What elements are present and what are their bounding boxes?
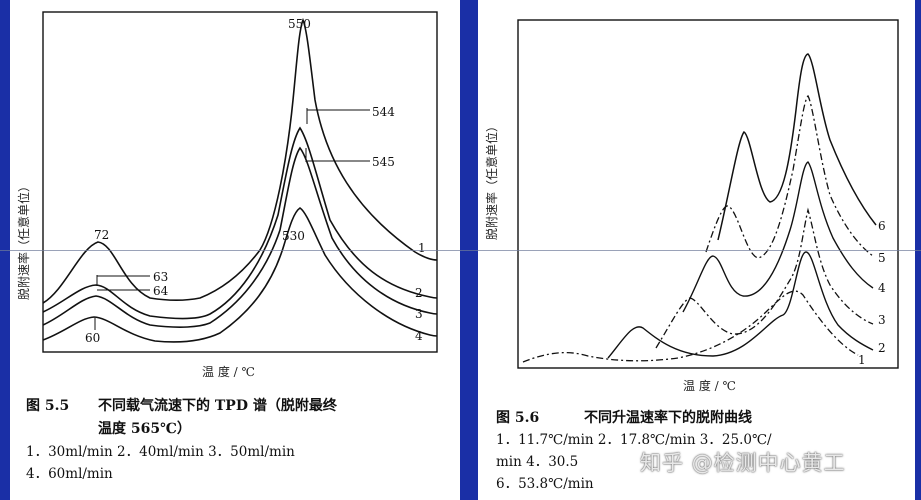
series-line-1 xyxy=(42,17,438,304)
x-axis-label: 温 度 / ℃ xyxy=(683,378,736,393)
series-line-4 xyxy=(682,161,874,313)
peak-label-60: 60 xyxy=(85,331,100,345)
curve-label-3: 3 xyxy=(878,313,886,327)
curve-label-4: 4 xyxy=(878,281,886,295)
curve-label-2: 2 xyxy=(415,286,423,300)
peak-label-63: 63 xyxy=(153,270,168,284)
legend-line3: 6．53.8℃/min xyxy=(496,476,594,492)
tpd-chart-5-5: 脱附速率（任意单位） 550 544 545 530 72 63 64 60 1… xyxy=(16,11,438,482)
curve-label-5: 5 xyxy=(878,251,886,265)
y-axis-label: 脱附速率（任意单位） xyxy=(16,180,31,300)
series-line-2 xyxy=(42,126,438,320)
peak-label-530: 530 xyxy=(282,229,305,243)
series-line-6 xyxy=(717,53,877,241)
series-line-2 xyxy=(607,251,874,359)
curve-label-6: 6 xyxy=(878,219,886,233)
curve-label-1: 1 xyxy=(858,353,866,367)
peak-label-64: 64 xyxy=(153,284,169,298)
figure-title-line2: 温度 565℃） xyxy=(98,420,191,437)
series-line-1 xyxy=(522,290,859,363)
figure-label: 图 5.6 xyxy=(496,410,539,426)
peak-label-550: 550 xyxy=(288,17,311,31)
legend-line2: min 4．30.5 xyxy=(496,454,578,470)
desorption-chart-5-6: 脱附速率（任意单位） 1 2 3 4 5 6 温 度 / ℃ 图 5.6 不同升… xyxy=(484,19,899,492)
legend-line2: 4．60ml/min xyxy=(26,466,113,482)
figure-title-line1: 不同载气流速下的 TPD 谱（脱附最终 xyxy=(98,397,338,414)
series-line-5 xyxy=(705,94,874,259)
plot-frame xyxy=(517,19,899,369)
peak-label-544: 544 xyxy=(372,105,395,119)
series-line-3 xyxy=(42,146,438,328)
plot-frame xyxy=(42,11,438,353)
figure-label: 图 5.5 xyxy=(26,398,69,414)
series-line-4 xyxy=(42,207,438,343)
watermark-text: 知乎 @检测中心黄工 xyxy=(640,451,846,475)
curve-label-2: 2 xyxy=(878,341,886,355)
curve-label-3: 3 xyxy=(415,307,423,321)
peak-label-545: 545 xyxy=(372,155,395,169)
horizontal-divider xyxy=(0,250,921,251)
peak-label-72: 72 xyxy=(94,228,109,242)
x-axis-label: 温 度 / ℃ xyxy=(202,364,255,379)
legend-line1: 1．11.7℃/min 2．17.8℃/min 3．25.0℃/ xyxy=(496,432,772,448)
y-axis-label: 脱附速率（任意单位） xyxy=(484,120,499,240)
figure-title: 不同升温速率下的脱附曲线 xyxy=(584,409,752,426)
curve-label-4: 4 xyxy=(415,329,423,343)
curve-label-1: 1 xyxy=(418,241,426,255)
legend-line1: 1．30ml/min 2．40ml/min 3．50ml/min xyxy=(26,444,295,460)
